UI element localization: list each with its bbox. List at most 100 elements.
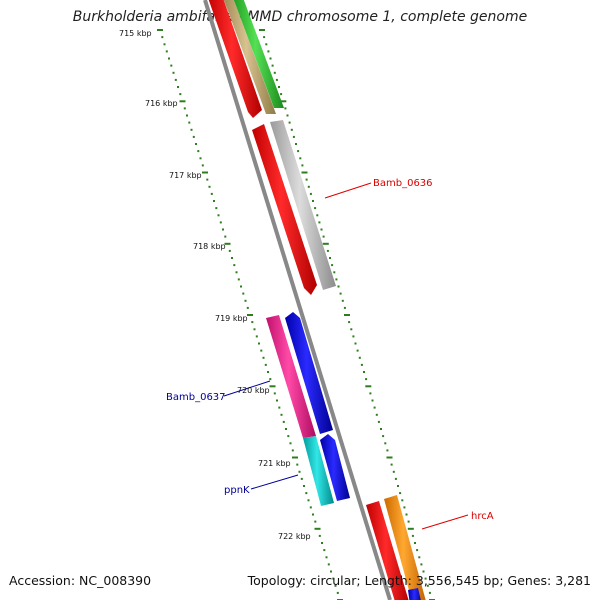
- scale-dot: [386, 449, 389, 452]
- scale-dot: [259, 29, 265, 31]
- gene-blue-lower[interactable]: [320, 434, 350, 501]
- scale-dot: [172, 71, 175, 74]
- scale-dot: [235, 271, 238, 274]
- scale-dot: [222, 228, 224, 231]
- scale-dot: [325, 556, 328, 559]
- scale-dot: [365, 378, 368, 381]
- gene-magenta-bamb-0637[interactable]: [266, 315, 316, 438]
- scale-dot: [344, 314, 350, 316]
- scale-dot: [278, 406, 281, 409]
- scale-dot: [269, 385, 276, 388]
- scale-dot: [301, 164, 304, 167]
- scale-dot: [298, 470, 301, 473]
- scale-dot: [373, 406, 376, 409]
- scale-dot: [305, 492, 308, 495]
- scale-dot: [312, 513, 314, 516]
- scale-dot: [197, 150, 200, 153]
- scale-dot: [217, 214, 220, 217]
- chromosome-backbone: [203, 0, 392, 600]
- scale-dot: [318, 221, 321, 224]
- scale-dot: [356, 349, 359, 352]
- scale-dot: [316, 214, 319, 217]
- scale-dot: [339, 292, 342, 295]
- scale-dot: [305, 178, 308, 181]
- gene-cyan-ppnk[interactable]: [303, 436, 334, 506]
- scale-tick-722: 722 kbp: [278, 532, 311, 541]
- scale-dot: [179, 100, 186, 103]
- scale-dot: [407, 520, 410, 523]
- scale-dot: [278, 86, 280, 88]
- scale-dot: [392, 470, 395, 473]
- scale-dot: [224, 235, 227, 238]
- scale-dot: [384, 442, 387, 445]
- scale-dot: [301, 171, 308, 174]
- gene-orange-hrca[interactable]: [384, 495, 427, 600]
- scale-dot: [285, 428, 287, 430]
- scale-dot: [267, 371, 269, 373]
- scale-dot: [418, 556, 421, 559]
- scale-dot: [208, 185, 211, 188]
- scale-dot: [360, 363, 363, 366]
- scale-dot: [323, 549, 326, 552]
- scale-dot: [394, 477, 397, 480]
- gene-red-bottom[interactable]: [366, 501, 410, 600]
- scale-dot: [312, 200, 314, 202]
- scale-dot: [280, 100, 287, 103]
- scale-dot: [354, 342, 357, 345]
- scale-dot: [350, 328, 353, 331]
- scale-dot: [411, 534, 414, 537]
- scale-dot: [287, 435, 290, 438]
- scale-dot: [332, 577, 335, 580]
- scale-dot: [260, 349, 263, 352]
- scale-dot: [201, 164, 204, 167]
- scale-dot: [300, 477, 303, 480]
- gene-red-main[interactable]: [252, 124, 317, 295]
- scale-dot: [291, 449, 294, 452]
- scale-dot: [265, 43, 268, 46]
- gene-label-hrca[interactable]: hrcA: [471, 511, 494, 522]
- scale-dot: [309, 192, 312, 195]
- scale-dot: [414, 542, 416, 544]
- scale-dot: [314, 207, 317, 210]
- gene-green-top[interactable]: [232, 0, 284, 108]
- scale-dot: [369, 392, 372, 395]
- scale-dot: [263, 36, 266, 39]
- gene-grey-bamb-0636[interactable]: [270, 120, 336, 290]
- scale-dot: [307, 185, 310, 188]
- gene-label-bamb-0636[interactable]: Bamb_0636: [373, 178, 433, 189]
- scale-dot: [275, 78, 278, 81]
- scale-dot: [296, 463, 299, 466]
- scale-dot: [286, 114, 289, 117]
- leader-line-bamb-0637: [223, 380, 271, 397]
- scale-dot: [231, 257, 233, 259]
- scale-dot: [330, 570, 332, 573]
- scale-dot: [202, 171, 208, 174]
- gene-label-ppnk[interactable]: ppnK: [224, 485, 250, 496]
- scale-dot: [326, 249, 329, 252]
- scale-dot: [168, 57, 170, 60]
- accession-label: Accession:: [9, 573, 76, 588]
- scale-tick-marks: [157, 29, 435, 600]
- scale-dot: [188, 121, 191, 124]
- scale-dot: [424, 577, 427, 580]
- gene-tan-top[interactable]: [222, 0, 276, 114]
- scale-dot: [295, 143, 297, 145]
- scale-dot: [177, 86, 179, 88]
- scale-tick-719: 719 kbp: [215, 314, 248, 323]
- accession-info: Accession: NC_008390: [9, 573, 151, 588]
- gene-label-bamb-0637[interactable]: Bamb_0637: [166, 392, 226, 403]
- scale-dot: [382, 435, 385, 438]
- scale-dot: [264, 363, 267, 366]
- scale-dot: [327, 563, 330, 566]
- gene-red-top[interactable]: [207, 0, 262, 118]
- scale-dot: [348, 321, 351, 324]
- scale-dot: [309, 506, 312, 509]
- gene-blue-upper[interactable]: [285, 312, 333, 434]
- scale-dot: [237, 278, 240, 281]
- scale-dot: [320, 228, 323, 231]
- gene-blue-bottom[interactable]: [408, 588, 422, 600]
- scale-dot: [192, 135, 195, 138]
- scale-dot: [273, 71, 276, 74]
- scale-dot: [253, 328, 256, 331]
